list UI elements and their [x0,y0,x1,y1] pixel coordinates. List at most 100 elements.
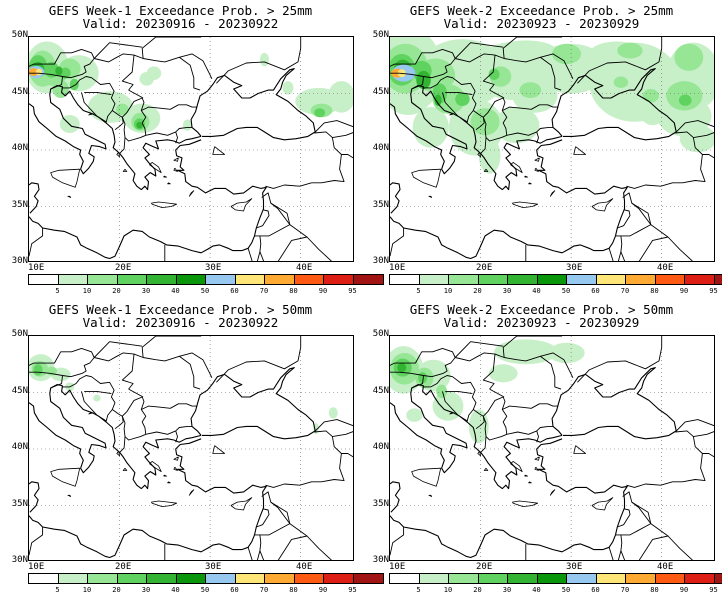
map-area [389,335,715,561]
legend-swatch [176,574,206,583]
map-area [28,335,354,561]
country-borders [390,336,714,560]
legend-swatch [449,275,479,284]
probability-blob [488,68,500,80]
longitude-label: 10E [28,562,45,572]
legend-swatch [324,574,354,583]
probability-blob [397,363,407,373]
legend-swatch [117,275,147,284]
latitude-label: 50N [11,329,28,339]
legend-label: 50 [561,287,571,295]
legend-colorbar [389,274,722,285]
latitude-label: 50N [11,30,28,40]
longitude-label: 10E [389,562,406,572]
probability-blob [52,79,69,99]
longitude-label: 20E [476,562,493,572]
legend-label: 5 [416,586,421,594]
longitude-label: 10E [28,263,45,273]
legend-swatch [714,275,722,284]
legend-swatch [685,275,715,284]
latitude-label: 35N [372,499,389,509]
legend-label: 30 [141,586,151,594]
probability-blob [519,82,542,99]
coastlines [390,367,677,559]
legend-swatch [567,574,597,583]
legend-label: 5 [416,287,421,295]
longitude-label: 40E [657,263,674,273]
probability-blob [327,81,353,113]
legend-colorbar [28,274,384,285]
legend-swatch [294,275,324,284]
panel-subtitle: Valid: 20230916 - 20230922 [82,315,279,330]
probability-blob [478,137,501,174]
legend-label: 40 [171,586,180,594]
legend-swatch [685,574,715,583]
probability-blob [259,52,269,67]
probability-blob [494,107,540,144]
probability-blob [35,68,43,76]
legend-swatch [353,574,383,583]
legend-swatch [626,574,656,583]
legend-swatch [353,275,383,284]
legend-label: 40 [532,586,541,594]
legend-swatch [58,574,88,583]
probability-blob [678,94,692,106]
probability-blob [552,43,582,65]
probability-blob [494,339,558,365]
coastlines [29,68,316,260]
probability-shading [29,354,338,435]
probability-blob [136,121,143,129]
legend-swatch [596,275,626,284]
legend-label: 40 [532,287,541,295]
legend-swatch [419,574,449,583]
probability-blob [314,108,326,118]
legend-swatch [88,275,118,284]
longitude-label: 40E [296,263,313,273]
latitude-label: 40N [11,442,28,452]
probability-blob [639,95,667,126]
probability-blob [434,94,442,106]
legend-label: 20 [112,287,121,295]
probability-blob [488,364,518,383]
probability-blob [87,91,134,123]
legend-swatch [390,574,420,583]
probability-blob [412,107,449,148]
legend-label: 5 [55,287,60,295]
panel-week2-25mm: GEFS Week-2 Exceedance Prob. > 25mm Vali… [361,0,722,299]
legend-label: 10 [82,586,92,594]
legend-label: 90 [318,586,328,594]
legend-swatch [147,275,177,284]
latitude-label: 50N [372,329,389,339]
probability-blob [436,384,448,399]
legend-swatch [88,574,118,583]
legend-swatch [206,275,236,284]
probability-blob [674,43,704,71]
legend-swatch [58,275,88,284]
country-borders [29,37,353,261]
probability-blob [548,342,585,364]
latitude-label: 45N [372,87,389,97]
legend-label: 20 [112,586,121,594]
map-canvas [29,37,353,261]
latitude-label: 45N [11,386,28,396]
probability-blob [642,88,659,103]
longitude-label: 30E [566,263,583,273]
legend-swatch [294,574,324,583]
longitude-label: 30E [205,263,222,273]
panel-subtitle: Valid: 20230916 - 20230922 [82,16,279,31]
legend-swatch [655,275,685,284]
probability-blob [328,407,338,419]
legend-label: 95 [709,287,718,295]
legend-label: 10 [443,586,453,594]
legend-label: 60 [591,287,600,295]
map-area [389,36,715,262]
legend-label: 60 [230,287,239,295]
panel-title: GEFS Week-1 Exceedance Prob. > 25mm [48,3,313,18]
map-canvas [390,336,714,560]
probability-blob [282,81,294,95]
latitude-label: 35N [11,200,28,210]
map-canvas [29,336,353,560]
legend-swatch [29,275,59,284]
probability-blob [33,364,43,376]
longitude-label: 30E [566,562,583,572]
